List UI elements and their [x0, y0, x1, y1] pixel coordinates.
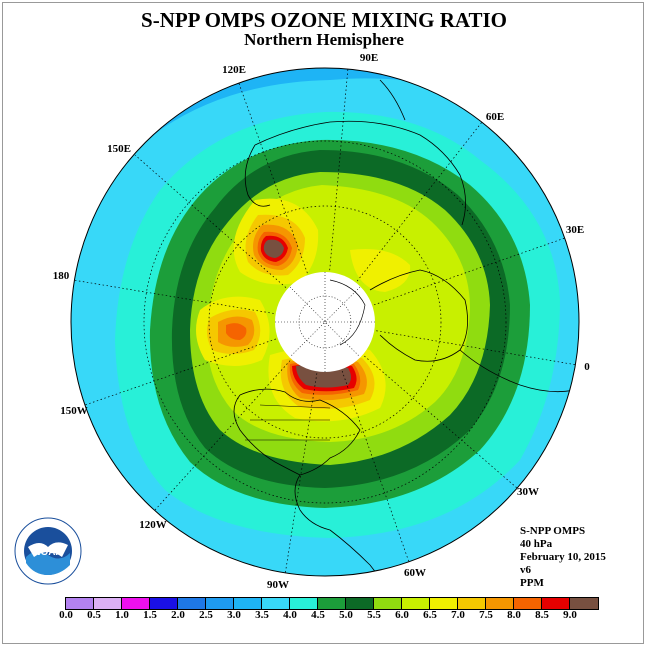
colorbar-swatch	[262, 598, 290, 609]
lon-label-150w: 150W	[60, 405, 88, 417]
info-block: S-NPP OMPS 40 hPa February 10, 2015 v6 P…	[520, 525, 606, 590]
us-state-lines	[245, 404, 331, 441]
info-units: PPM	[520, 577, 544, 589]
colorbar-swatch	[374, 598, 402, 609]
colorbar-label: 3.5	[255, 609, 269, 621]
colorbar-label: 5.5	[367, 609, 381, 621]
coastlines	[233, 79, 576, 576]
lon-label-60w: 60W	[404, 567, 426, 579]
band-9.0-a	[263, 239, 284, 258]
chart-subtitle: Northern Hemisphere	[244, 30, 404, 49]
colorbar-swatch	[178, 598, 206, 609]
lon-label-150e: 150E	[107, 143, 131, 155]
info-instrument: S-NPP OMPS	[520, 525, 586, 537]
colorbar-label: 9.0	[563, 609, 577, 621]
graticule	[72, 68, 578, 576]
colorbar-swatch	[542, 598, 570, 609]
noaa-logo: NOAA	[14, 517, 82, 585]
colorbar-swatch	[486, 598, 514, 609]
colorbar-label: 7.0	[451, 609, 465, 621]
north-america-coast	[239, 388, 391, 576]
colorbar-label: 1.0	[115, 609, 129, 621]
info-date: February 10, 2015	[520, 551, 606, 563]
colorbar-label: 1.5	[143, 609, 157, 621]
lon-label-120w: 120W	[139, 519, 167, 531]
meridian-120e	[236, 77, 326, 323]
colorbar-label: 5.0	[339, 609, 353, 621]
band-8.0-b	[226, 323, 247, 340]
meridian-90e	[324, 68, 349, 323]
lon-label-120e: 120E	[222, 64, 246, 76]
meridian-0	[324, 321, 578, 366]
africa-coast	[459, 349, 576, 393]
colorbar-label: 6.0	[395, 609, 409, 621]
india-coast	[379, 79, 406, 121]
colorbar-swatch	[122, 598, 150, 609]
colorbar-swatch	[430, 598, 458, 609]
colorbar-label: 8.5	[535, 609, 549, 621]
east-asia-coast	[244, 144, 271, 207]
colorbar-label: 2.0	[171, 609, 185, 621]
polar-graticule	[275, 272, 375, 372]
band-6.5-d	[350, 249, 411, 292]
latitude-60	[208, 205, 442, 439]
meridian-60w	[324, 321, 411, 566]
colorbar-swatch	[66, 598, 94, 609]
lon-label-90w: 90W	[267, 579, 289, 591]
colorbar-swatch	[402, 598, 430, 609]
colorbar-label: 4.0	[283, 609, 297, 621]
lon-label-30e: 30E	[566, 224, 584, 236]
meridian-180	[72, 279, 326, 323]
lon-label-0: 0	[584, 361, 590, 373]
colorbar-label: 0.0	[59, 609, 73, 621]
colorbar-label: 7.5	[479, 609, 493, 621]
colorbar-swatch	[150, 598, 178, 609]
lon-label-180: 180	[53, 270, 70, 282]
colorbar-swatch	[570, 598, 598, 609]
lon-label-90e: 90E	[360, 52, 378, 64]
colorbar-label: 8.0	[507, 609, 521, 621]
colorbar-labels: 0.0 0.5 1.0 1.5 2.0 2.5 3.0 3.5 4.0 4.5 5.0 5.5 6.0 6…	[0, 609, 648, 625]
map-border	[70, 67, 580, 577]
colorbar-label: 6.5	[423, 609, 437, 621]
colorbar-swatch	[94, 598, 122, 609]
asia-coast	[254, 120, 466, 226]
info-version: v6	[520, 564, 531, 576]
chart-title: S-NPP OMPS OZONE MIXING RATIO	[141, 8, 507, 32]
colorbar-label: 3.0	[227, 609, 241, 621]
arctic-coast	[329, 279, 366, 346]
colorbar-swatch	[514, 598, 542, 609]
colorbar-label: 4.5	[311, 609, 325, 621]
lon-label-60e: 60E	[486, 111, 504, 123]
colorbar-swatch	[458, 598, 486, 609]
colorbar	[65, 597, 599, 610]
colorbar-swatch	[318, 598, 346, 609]
logo-text: NOAA	[33, 547, 62, 558]
info-level: 40 hPa	[520, 538, 553, 550]
north-america-west-coast	[233, 394, 301, 476]
ozone-field	[71, 68, 579, 576]
colorbar-swatch	[234, 598, 262, 609]
meridian-90w	[284, 321, 326, 576]
colorbar-swatch	[346, 598, 374, 609]
europe-coast	[369, 269, 468, 362]
colorbar-label: 2.5	[199, 609, 213, 621]
colorbar-swatch	[290, 598, 318, 609]
lon-label-30w: 30W	[517, 486, 539, 498]
colorbar-label: 0.5	[87, 609, 101, 621]
latitude-40	[143, 140, 507, 504]
colorbar-swatch	[206, 598, 234, 609]
